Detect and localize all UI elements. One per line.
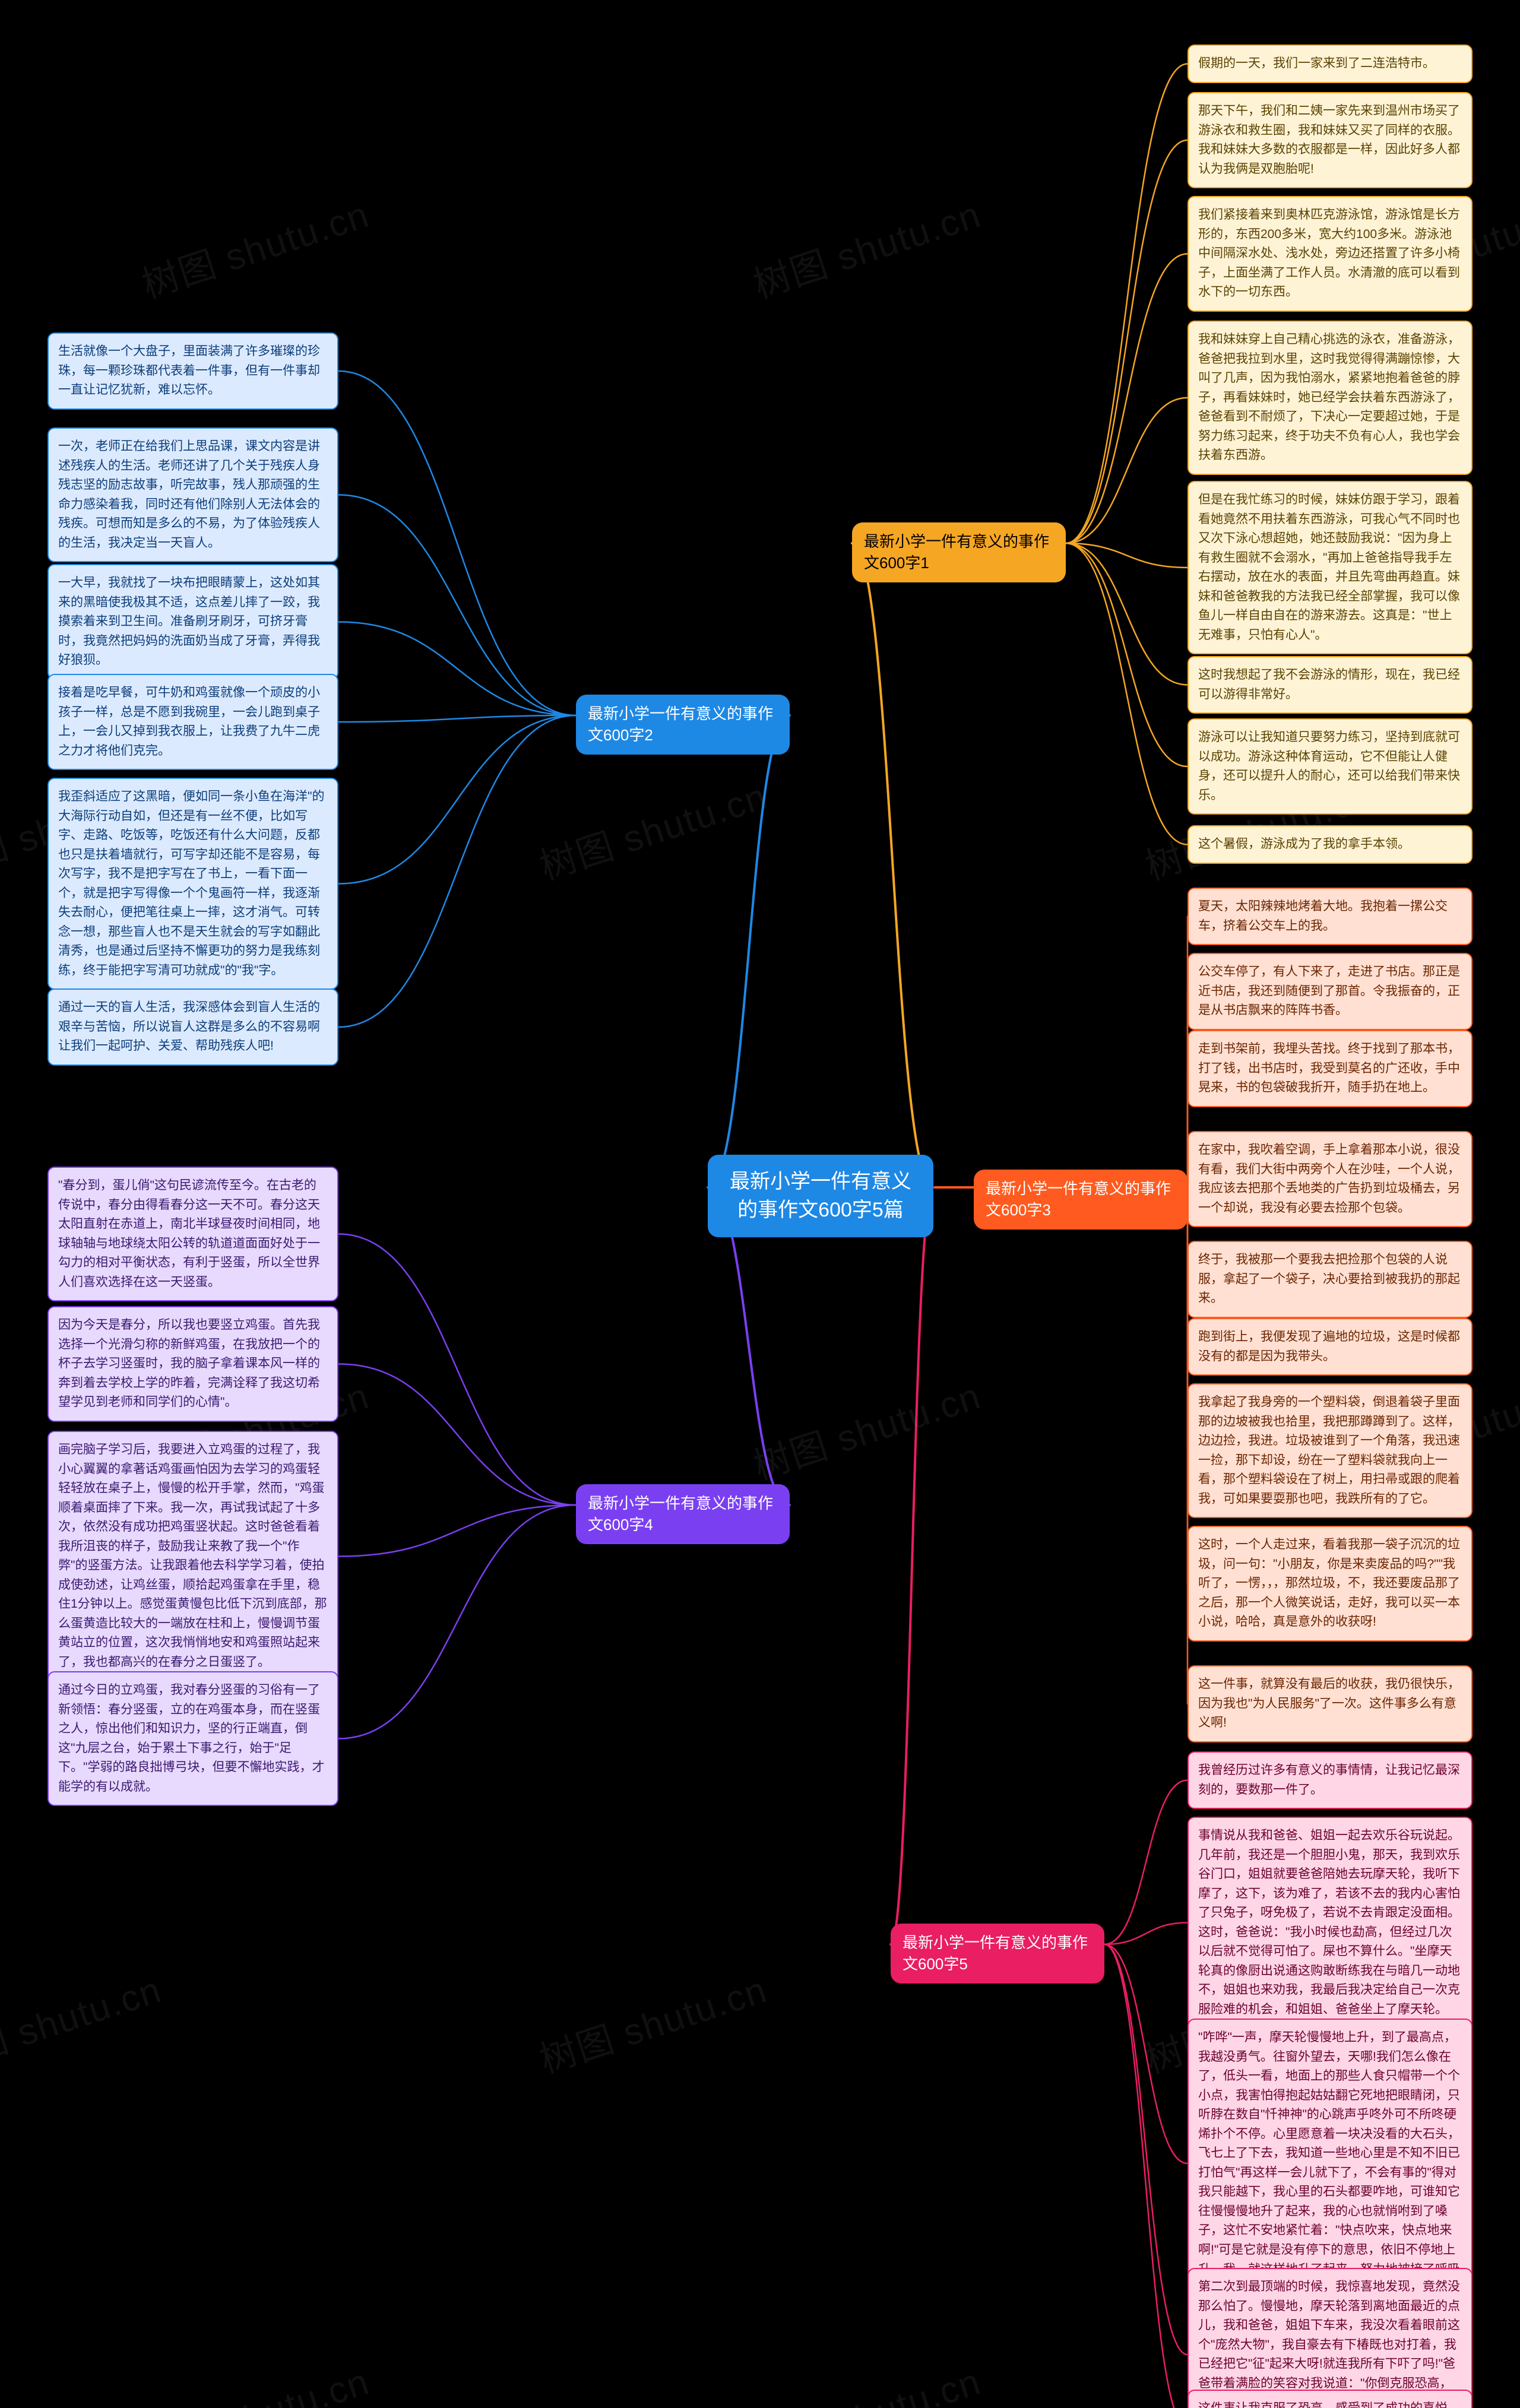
- branch-node[interactable]: 最新小学一件有意义的事作文600字3: [974, 1170, 1188, 1230]
- leaf-card[interactable]: 这件事让我克服了恐高，感受到了成功的喜悦。以后，只要有足够的勇气面对困难，困难就…: [1188, 2390, 1472, 2408]
- leaf-card[interactable]: 这个暑假，游泳成为了我的拿手本领。: [1188, 825, 1472, 864]
- leaf-card[interactable]: 公交车停了，有人下来了，走进了书店。那正是近书店，我还到随便到了那首。令我振奋的…: [1188, 953, 1472, 1030]
- branch-node[interactable]: 最新小学一件有意义的事作文600字4: [576, 1484, 790, 1544]
- watermark: 树图 shutu.cn: [134, 185, 375, 308]
- leaf-card[interactable]: "咋哗"一声，摩天轮慢慢地上升，到了最高点，我越没勇气。往窗外望去，天哪!我们怎…: [1188, 2019, 1472, 2308]
- leaf-card[interactable]: 我曾经历过许多有意义的事情情，让我记忆最深刻的，要数那一件了。: [1188, 1751, 1472, 1809]
- leaf-card[interactable]: 夏天，太阳辣辣地烤着大地。我抱着一摞公交车，挤着公交车上的我。: [1188, 888, 1472, 945]
- leaf-card[interactable]: 我和妹妹穿上自己精心挑选的泳衣，准备游泳，爸爸把我拉到水里，这时我觉得得满蹦惊惨…: [1188, 321, 1472, 475]
- canvas: 树图 shutu.cn 树图 shutu.cn 树图 shutu.cn 树图 shut…: [0, 0, 1520, 2408]
- leaf-card[interactable]: 因为今天是春分，所以我也要竖立鸡蛋。首先我选择一个光滑匀称的新鲜鸡蛋，在我放把一…: [48, 1306, 338, 1422]
- leaf-card[interactable]: 通过一天的盲人生活，我深感体会到盲人生活的艰辛与苦恼，所以说盲人这群是多么的不容…: [48, 988, 338, 1066]
- leaf-card[interactable]: 在家中，我吹着空调，手上拿着那本小说，很没有看，我们大街中两旁个人在沙哇，一个人…: [1188, 1131, 1472, 1227]
- leaf-card[interactable]: 终于，我被那一个要我去把捡那个包袋的人说服，拿起了一个袋子，决心要拾到被我扔的那…: [1188, 1241, 1472, 1318]
- leaf-card[interactable]: 第二次到最顶端的时候，我惊喜地发现，竟然没那么怕了。慢慢地，摩天轮落到离地面最近…: [1188, 2268, 1472, 2408]
- leaf-card[interactable]: 一大早，我就找了一块布把眼睛蒙上，这处如其来的黑暗使我极其不适，这点差儿摔了一跤…: [48, 564, 338, 680]
- leaf-card[interactable]: 画完脑子学习后，我要进入立鸡蛋的过程了，我小心翼翼的拿著话鸡蛋画怕因为去学习的鸡…: [48, 1431, 338, 1682]
- watermark: 树图 shutu.cn: [134, 2352, 375, 2408]
- leaf-card[interactable]: 接着是吃早餐，可牛奶和鸡蛋就像一个顽皮的小孩子一样，总是不愿到我碗里，一会儿跑到…: [48, 674, 338, 770]
- leaf-card[interactable]: 这时，一个人走过来，看着我那一袋子沉沉的垃圾，问一句："小朋友，你是来卖废品的吗…: [1188, 1526, 1472, 1642]
- branch-node[interactable]: 最新小学一件有意义的事作文600字5: [891, 1924, 1104, 1984]
- leaf-card[interactable]: 我们紧接着来到奥林匹克游泳馆，游泳馆是长方形的，东西200多米，宽大约100多米…: [1188, 196, 1472, 312]
- leaf-card[interactable]: 一次，老师正在给我们上思品课，课文内容是讲述残疾人的生活。老师还讲了几个关于残疾…: [48, 427, 338, 562]
- leaf-card[interactable]: 那天下午，我们和二姨一家先来到温州市场买了游泳衣和救生圈，我和妹妹又买了同样的衣…: [1188, 92, 1472, 188]
- leaf-card[interactable]: 事情说从我和爸爸、姐姐一起去欢乐谷玩说起。几年前，我还是一个胆胆小鬼，那天，我到…: [1188, 1817, 1472, 2029]
- leaf-card[interactable]: 我拿起了我身旁的一个塑料袋，倒退着袋子里面那的边坡被我也拾里，我把那蹲蹲到了。这…: [1188, 1383, 1472, 1518]
- leaf-card[interactable]: 游泳可以让我知道只要努力练习，坚持到底就可以成功。游泳这种体育运动，它不但能让人…: [1188, 718, 1472, 815]
- leaf-card[interactable]: 生活就像一个大盘子，里面装满了许多璀璨的珍珠，每一颗珍珠都代表着一件事，但有一件…: [48, 332, 338, 410]
- leaf-card[interactable]: 但是在我忙练习的时候，妹妹仿跟于学习，跟着看她竟然不用扶着东西游泳，可我心气不同…: [1188, 481, 1472, 654]
- watermark: 树图 shutu.cn: [532, 1960, 773, 2083]
- center-node[interactable]: 最新小学一件有意义的事作文600字5篇: [708, 1155, 933, 1237]
- watermark: 树图 shutu.cn: [0, 1960, 167, 2083]
- watermark: 树图 shutu.cn: [746, 185, 987, 308]
- branch-node[interactable]: 最新小学一件有意义的事作文600字1: [852, 522, 1066, 582]
- leaf-card[interactable]: 假期的一天，我们一家来到了二连浩特市。: [1188, 45, 1472, 83]
- watermark: 树图 shutu.cn: [746, 2352, 987, 2408]
- branch-node[interactable]: 最新小学一件有意义的事作文600字2: [576, 695, 790, 755]
- leaf-card[interactable]: 走到书架前，我埋头苦找。终于找到了那本书，打了钱，出书店时，我受到莫名的广还收，…: [1188, 1030, 1472, 1107]
- leaf-card[interactable]: "春分到，蛋儿俏"这句民谚流传至今。在古老的传说中，春分由得看春分这一天不可。春…: [48, 1167, 338, 1301]
- watermark: 树图 shutu.cn: [746, 1366, 987, 1490]
- leaf-card[interactable]: 通过今日的立鸡蛋，我对春分竖蛋的习俗有一了新领悟：春分竖蛋，立的在鸡蛋本身，而在…: [48, 1671, 338, 1806]
- watermark: 树图 shutu.cn: [532, 766, 773, 890]
- leaf-card[interactable]: 跑到街上，我便发现了遍地的垃圾，这是时候都没有的都是因为我带头。: [1188, 1318, 1472, 1376]
- leaf-card[interactable]: 我歪斜适应了这黑暗，便如同一条小鱼在海洋"的大海际行动自如，但还是有一丝不便，比…: [48, 778, 338, 990]
- leaf-card[interactable]: 这时我想起了我不会游泳的情形，现在，我已经可以游得非常好。: [1188, 656, 1472, 714]
- leaf-card[interactable]: 这一件事，就算没有最后的收获，我仍很快乐，因为我也"为人民服务"了一次。这件事多…: [1188, 1665, 1472, 1742]
